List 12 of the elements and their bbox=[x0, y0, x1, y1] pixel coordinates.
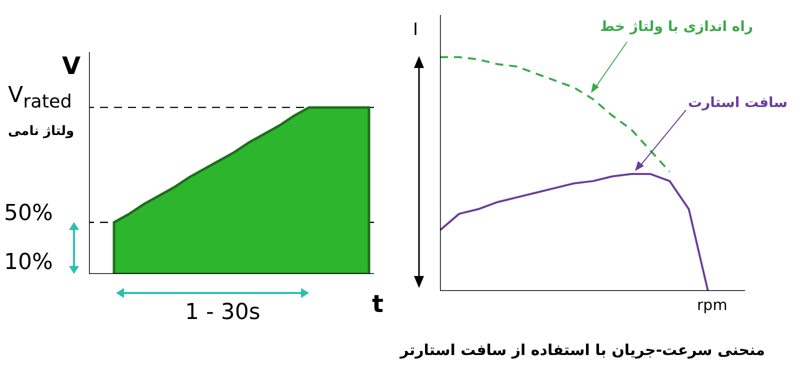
text: 50% bbox=[4, 201, 53, 226]
text: ولتاژ نامی bbox=[8, 124, 74, 139]
text: 10% bbox=[4, 250, 53, 275]
y-axis-title: I bbox=[413, 20, 418, 40]
text: راه اندازی با ولتاژ خط bbox=[600, 19, 754, 35]
ref-line-label: V$_{rated}$ bbox=[8, 83, 72, 113]
text: منحنی سرعت-جریان با استفاده از سافت استارتر bbox=[398, 341, 765, 359]
y-axis-title: V bbox=[62, 52, 81, 80]
text: سافت استارت bbox=[688, 95, 788, 111]
x-axis-title: rpm bbox=[697, 296, 728, 314]
x-axis-title: t bbox=[372, 290, 384, 318]
text: 1 - 30s bbox=[185, 300, 260, 325]
